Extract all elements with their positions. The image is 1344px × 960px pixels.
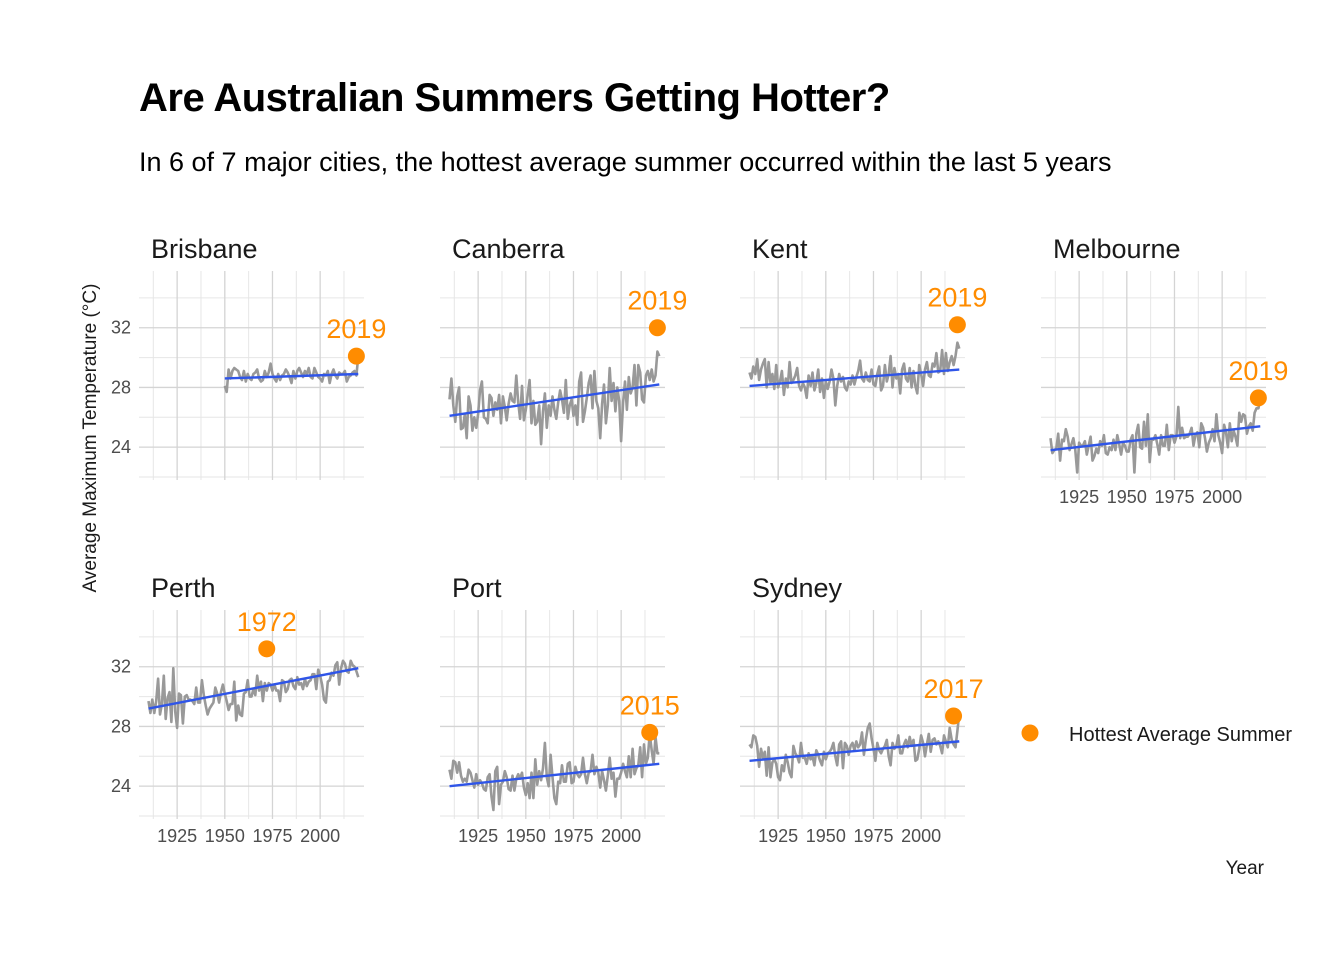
- strip-label-perth: Perth: [151, 573, 216, 603]
- hottest-year-label-melbourne: 2019: [1228, 356, 1288, 386]
- hottest-point-melbourne: [1250, 389, 1267, 406]
- x-tick-label: 1925: [458, 826, 498, 846]
- x-tick-label: 2000: [601, 826, 641, 846]
- y-tick-label: 28: [111, 377, 131, 397]
- series-line-port: [450, 734, 660, 810]
- hottest-point-sydney: [945, 707, 962, 724]
- y-tick-label: 32: [111, 318, 131, 338]
- x-tick-label: 1925: [1059, 487, 1099, 507]
- series-line-melbourne: [1051, 399, 1261, 472]
- panel-melbourne: Melbourne 1925 1950 1975 2000 2019: [1041, 234, 1288, 507]
- strip-label-melbourne: Melbourne: [1053, 234, 1181, 264]
- hottest-point-brisbane: [348, 348, 365, 365]
- hottest-year-label-brisbane: 2019: [326, 314, 386, 344]
- hottest-point-perth: [258, 640, 275, 657]
- hottest-year-label-port: 2015: [620, 690, 680, 720]
- series-line-canberra: [450, 352, 660, 445]
- strip-label-canberra: Canberra: [452, 234, 566, 264]
- x-tick-label: 1950: [205, 826, 245, 846]
- strip-label-sydney: Sydney: [752, 573, 843, 603]
- x-tick-label: 1975: [252, 826, 292, 846]
- hottest-year-label-perth: 1972: [237, 607, 297, 637]
- series-line-kent: [750, 343, 960, 406]
- hottest-year-label-canberra: 2019: [627, 286, 687, 316]
- x-tick-label: 1925: [758, 826, 798, 846]
- hottest-year-label-sydney: 2017: [924, 674, 984, 704]
- hottest-point-port: [641, 724, 658, 741]
- x-tick-label: 2000: [300, 826, 340, 846]
- x-tick-label: 2000: [1202, 487, 1242, 507]
- legend: Hottest Average Summer: [1022, 724, 1293, 746]
- panel-canberra: Canberra 2019: [440, 234, 687, 480]
- strip-label-kent: Kent: [752, 234, 808, 264]
- panel-brisbane: Brisbane 24 28 32 2019: [111, 234, 386, 480]
- x-tick-label: 1950: [506, 826, 546, 846]
- panel-port: Port 1925 1950 1975 2000 2015: [440, 573, 680, 846]
- x-tick-label: 2000: [901, 826, 941, 846]
- hottest-point-canberra: [649, 319, 666, 336]
- hottest-year-label-kent: 2019: [927, 283, 987, 313]
- x-tick-label: 1950: [806, 826, 846, 846]
- y-axis-title: Average Maximum Temperature (°C): [80, 284, 101, 593]
- panel-kent: Kent 2019: [740, 234, 987, 480]
- panel-perth: Perth 24 28 32 1925 1950 1975 2000 1972: [111, 573, 364, 846]
- x-tick-label: 1975: [553, 826, 593, 846]
- panel-sydney: Sydney 1925 1950 1975 2000 2017: [740, 573, 984, 846]
- x-tick-label: 1975: [1154, 487, 1194, 507]
- series-line-perth: [149, 661, 359, 728]
- x-tick-label: 1925: [157, 826, 197, 846]
- x-axis-title: Year: [1226, 858, 1265, 879]
- y-tick-label: 24: [111, 437, 131, 457]
- y-tick-label: 32: [111, 657, 131, 677]
- x-tick-label: 1950: [1107, 487, 1147, 507]
- y-tick-label: 24: [111, 776, 131, 796]
- strip-label-brisbane: Brisbane: [151, 234, 258, 264]
- y-tick-label: 28: [111, 716, 131, 736]
- legend-marker: [1022, 725, 1039, 742]
- series-line-sydney: [750, 713, 960, 780]
- legend-label: Hottest Average Summer: [1069, 724, 1292, 746]
- strip-label-port: Port: [452, 573, 502, 603]
- hottest-point-kent: [949, 316, 966, 333]
- x-tick-label: 1975: [853, 826, 893, 846]
